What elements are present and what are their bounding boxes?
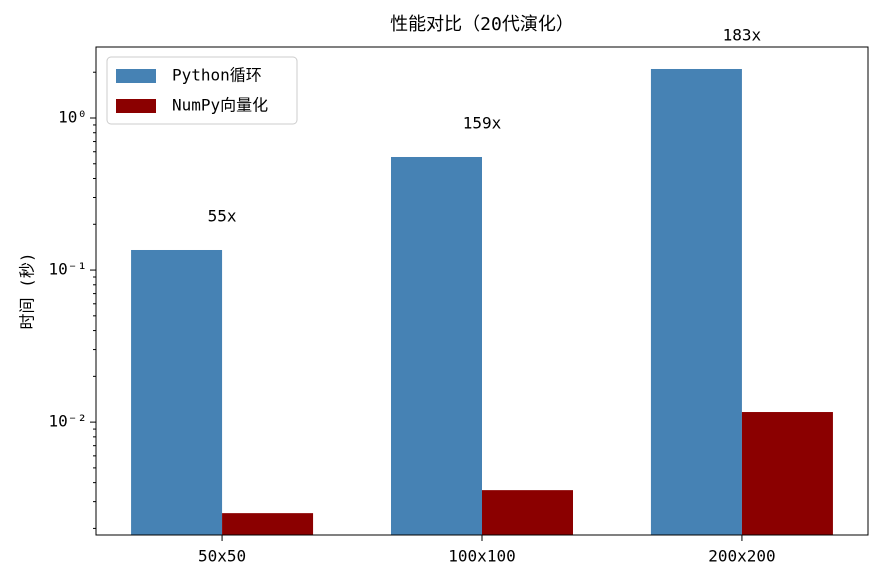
bar [222, 513, 314, 535]
annotation: 55x [208, 206, 237, 225]
chart-title: 性能对比（20代演化） [390, 14, 574, 35]
bar [482, 490, 573, 535]
legend-swatch [116, 99, 156, 113]
y-axis-label: 时间 (秒) [18, 253, 37, 330]
plot-frame [95, 46, 869, 536]
legend: Python循环 NumPy向量化 [106, 56, 298, 125]
y-tick-label: 10⁰ [58, 107, 87, 126]
legend-swatch [116, 69, 156, 83]
x-tick-label: 100x100 [448, 547, 515, 566]
y-tick-label: 10⁻² [48, 412, 87, 431]
bar [391, 156, 482, 535]
legend-label: Python循环 [172, 66, 262, 85]
x-tick-label: 50x50 [198, 547, 246, 566]
bar [650, 68, 742, 536]
annotation: 159x [463, 113, 502, 132]
bar [741, 412, 833, 535]
x-tick-label: 200x200 [708, 547, 775, 566]
legend-label: NumPy向量化 [172, 96, 268, 115]
bar [131, 249, 223, 535]
annotation: 183x [723, 25, 762, 44]
y-tick-label: 10⁻¹ [48, 260, 87, 279]
